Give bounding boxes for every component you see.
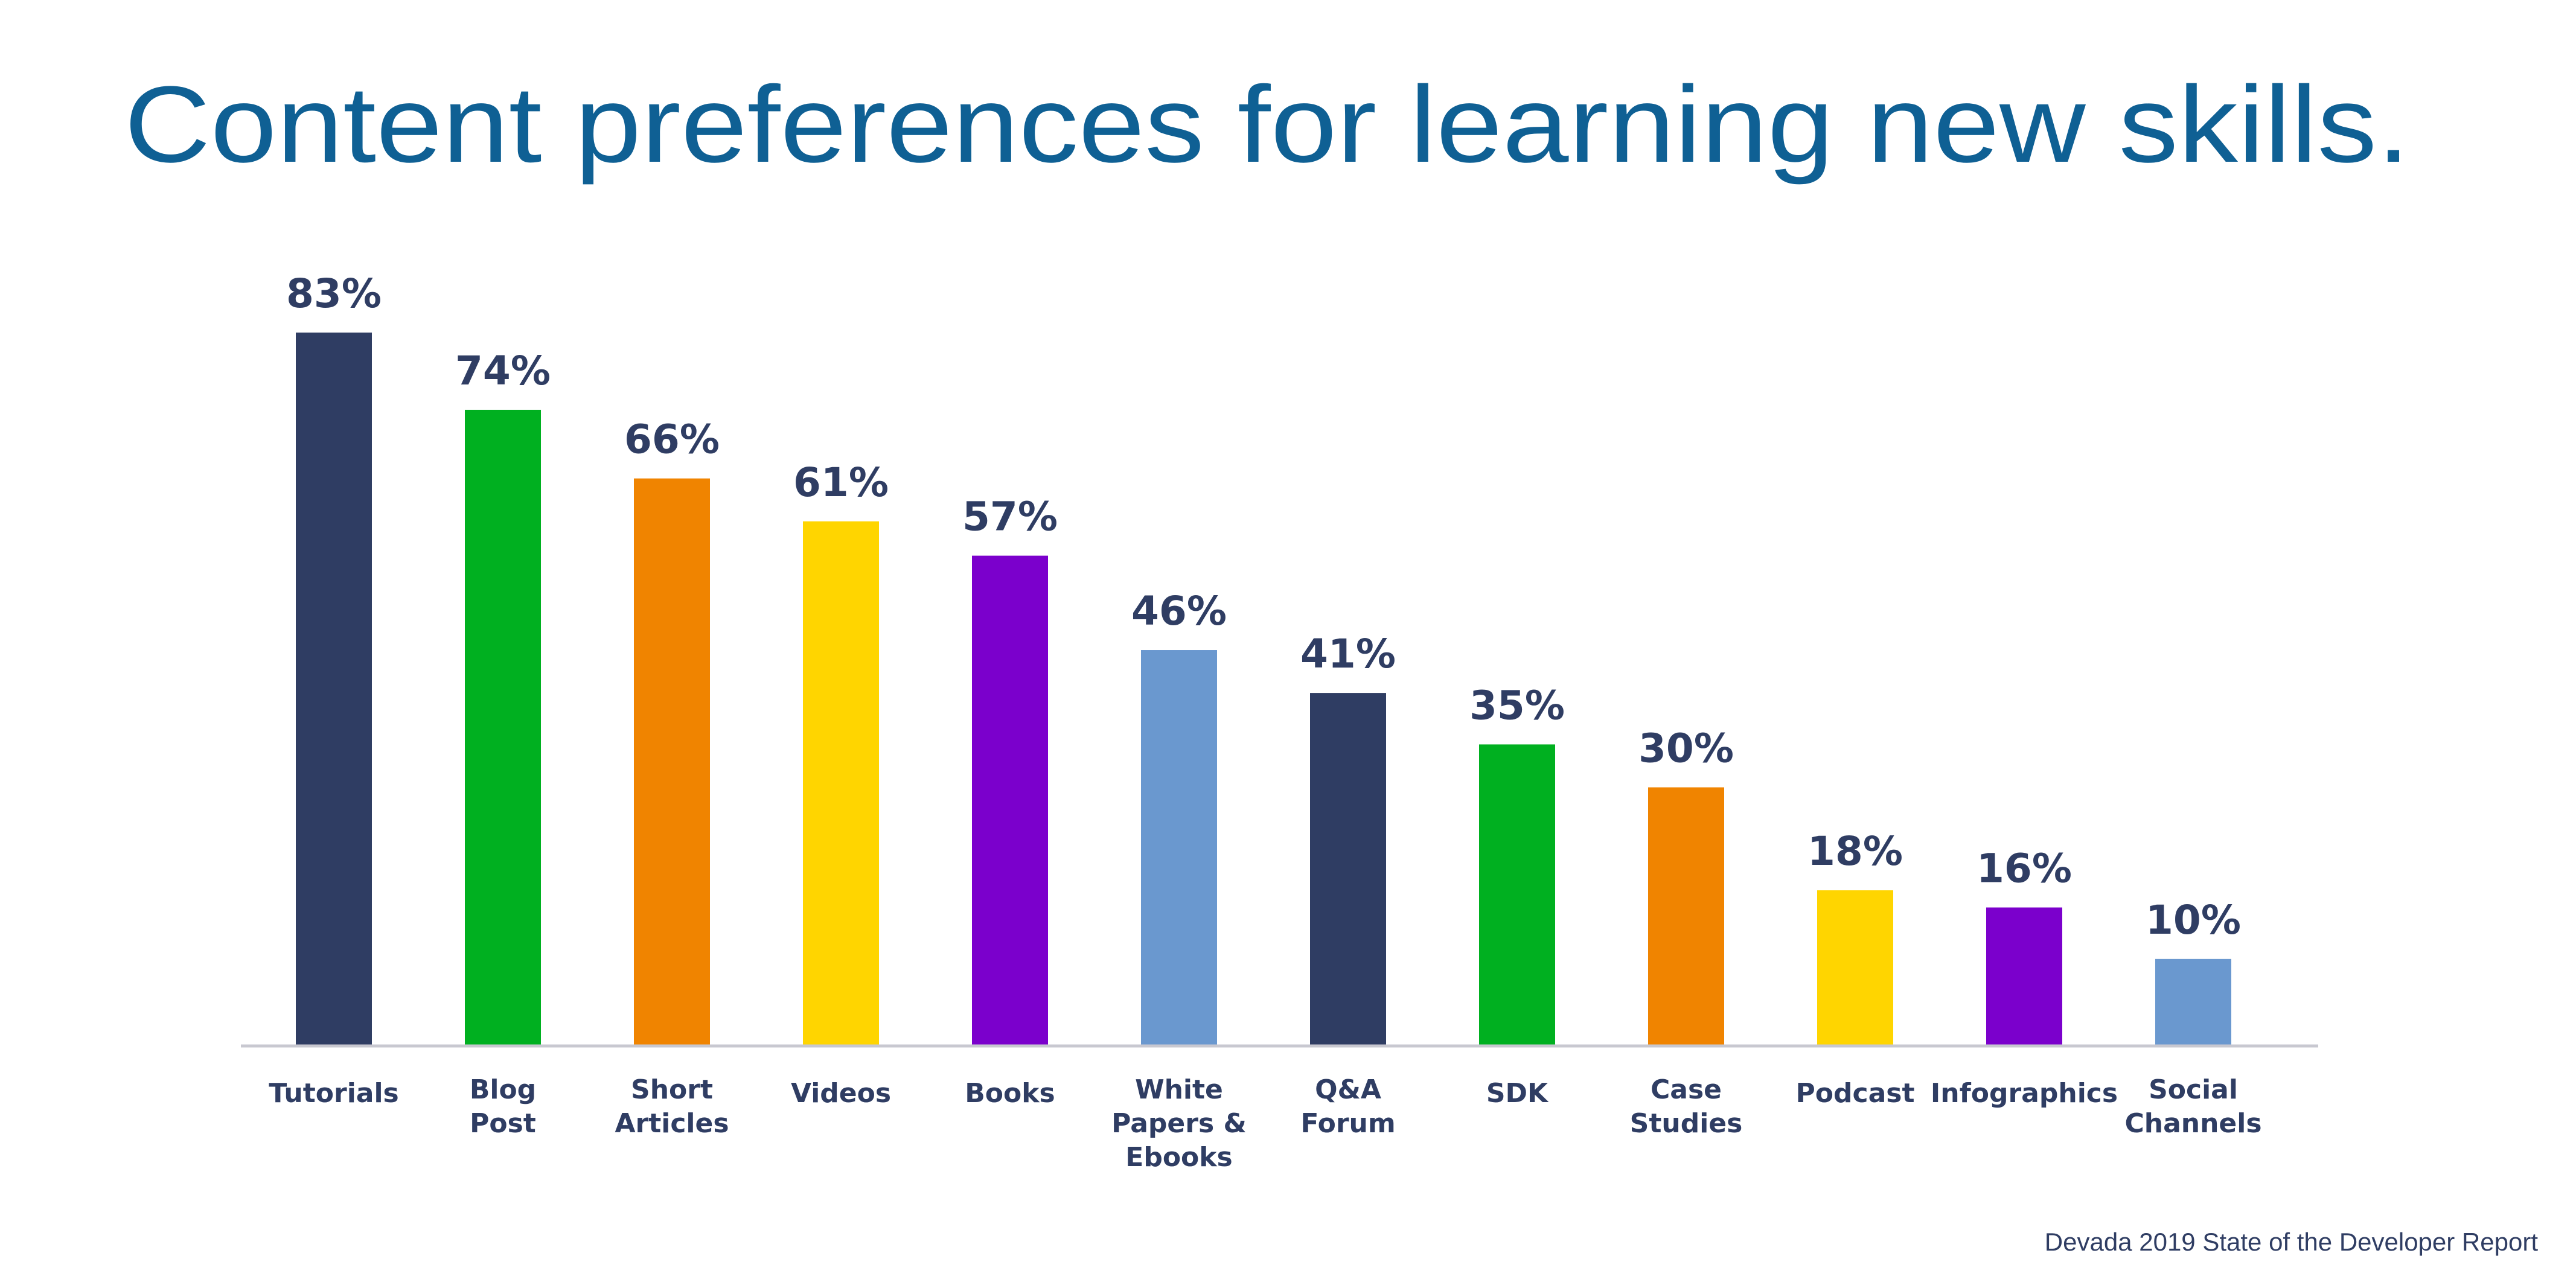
bar-q-a-forum bbox=[1310, 693, 1386, 1045]
x-tick-label: Tutorials bbox=[269, 1078, 399, 1109]
bar-books bbox=[972, 555, 1048, 1045]
data-label: 18% bbox=[1807, 828, 1903, 875]
x-tick-label: Case Studies bbox=[1630, 1074, 1743, 1139]
bar-podcast bbox=[1817, 890, 1893, 1045]
data-label: 41% bbox=[1300, 631, 1396, 677]
x-tick-label: Blog Post bbox=[470, 1074, 536, 1139]
bar-short-articles bbox=[634, 478, 710, 1045]
data-label: 74% bbox=[455, 348, 551, 394]
data-label: 35% bbox=[1469, 682, 1565, 728]
x-tick-label: Social Channels bbox=[2124, 1074, 2261, 1139]
data-label: 61% bbox=[793, 459, 889, 506]
bars-group: 83% 74% 66% 61% 57% 46% 41% 35% 30% 18% 16% 10% bbox=[286, 270, 2241, 1045]
data-label: 30% bbox=[1638, 725, 1734, 771]
x-tick-label: Videos bbox=[791, 1078, 891, 1109]
category-labels: Tutorials Blog Post Short Articles Videos Book… bbox=[269, 1074, 2261, 1173]
bar-infographics bbox=[1986, 907, 2062, 1045]
data-label: 16% bbox=[1977, 846, 2072, 892]
x-tick-label: Podcast bbox=[1796, 1078, 1915, 1109]
data-label: 46% bbox=[1131, 588, 1227, 634]
bar-white-papers-ebooks bbox=[1141, 650, 1217, 1045]
bar-case-studies bbox=[1648, 787, 1724, 1045]
x-tick-label: White Papers & Ebooks bbox=[1111, 1074, 1247, 1173]
x-tick-label: Q&A Forum bbox=[1300, 1074, 1395, 1139]
x-tick-label: Books bbox=[965, 1078, 1055, 1109]
data-label: 57% bbox=[962, 494, 1058, 540]
chart-title: Content preferences for learning new ski… bbox=[124, 64, 2410, 185]
bar-tutorials bbox=[296, 333, 372, 1045]
source-note: Devada 2019 State of the Developer Repor… bbox=[2045, 1228, 2539, 1256]
x-tick-label: Short Articles bbox=[615, 1074, 729, 1139]
data-label: 83% bbox=[286, 270, 382, 317]
x-tick-label: SDK bbox=[1486, 1078, 1549, 1109]
data-label: 66% bbox=[624, 416, 720, 463]
bar-videos bbox=[803, 521, 879, 1045]
bar-social-channels bbox=[2155, 958, 2231, 1045]
data-label: 10% bbox=[2146, 897, 2241, 943]
bar-blog-post bbox=[465, 409, 541, 1045]
x-tick-label: Infographics bbox=[1931, 1078, 2118, 1109]
bar-sdk bbox=[1479, 744, 1555, 1045]
